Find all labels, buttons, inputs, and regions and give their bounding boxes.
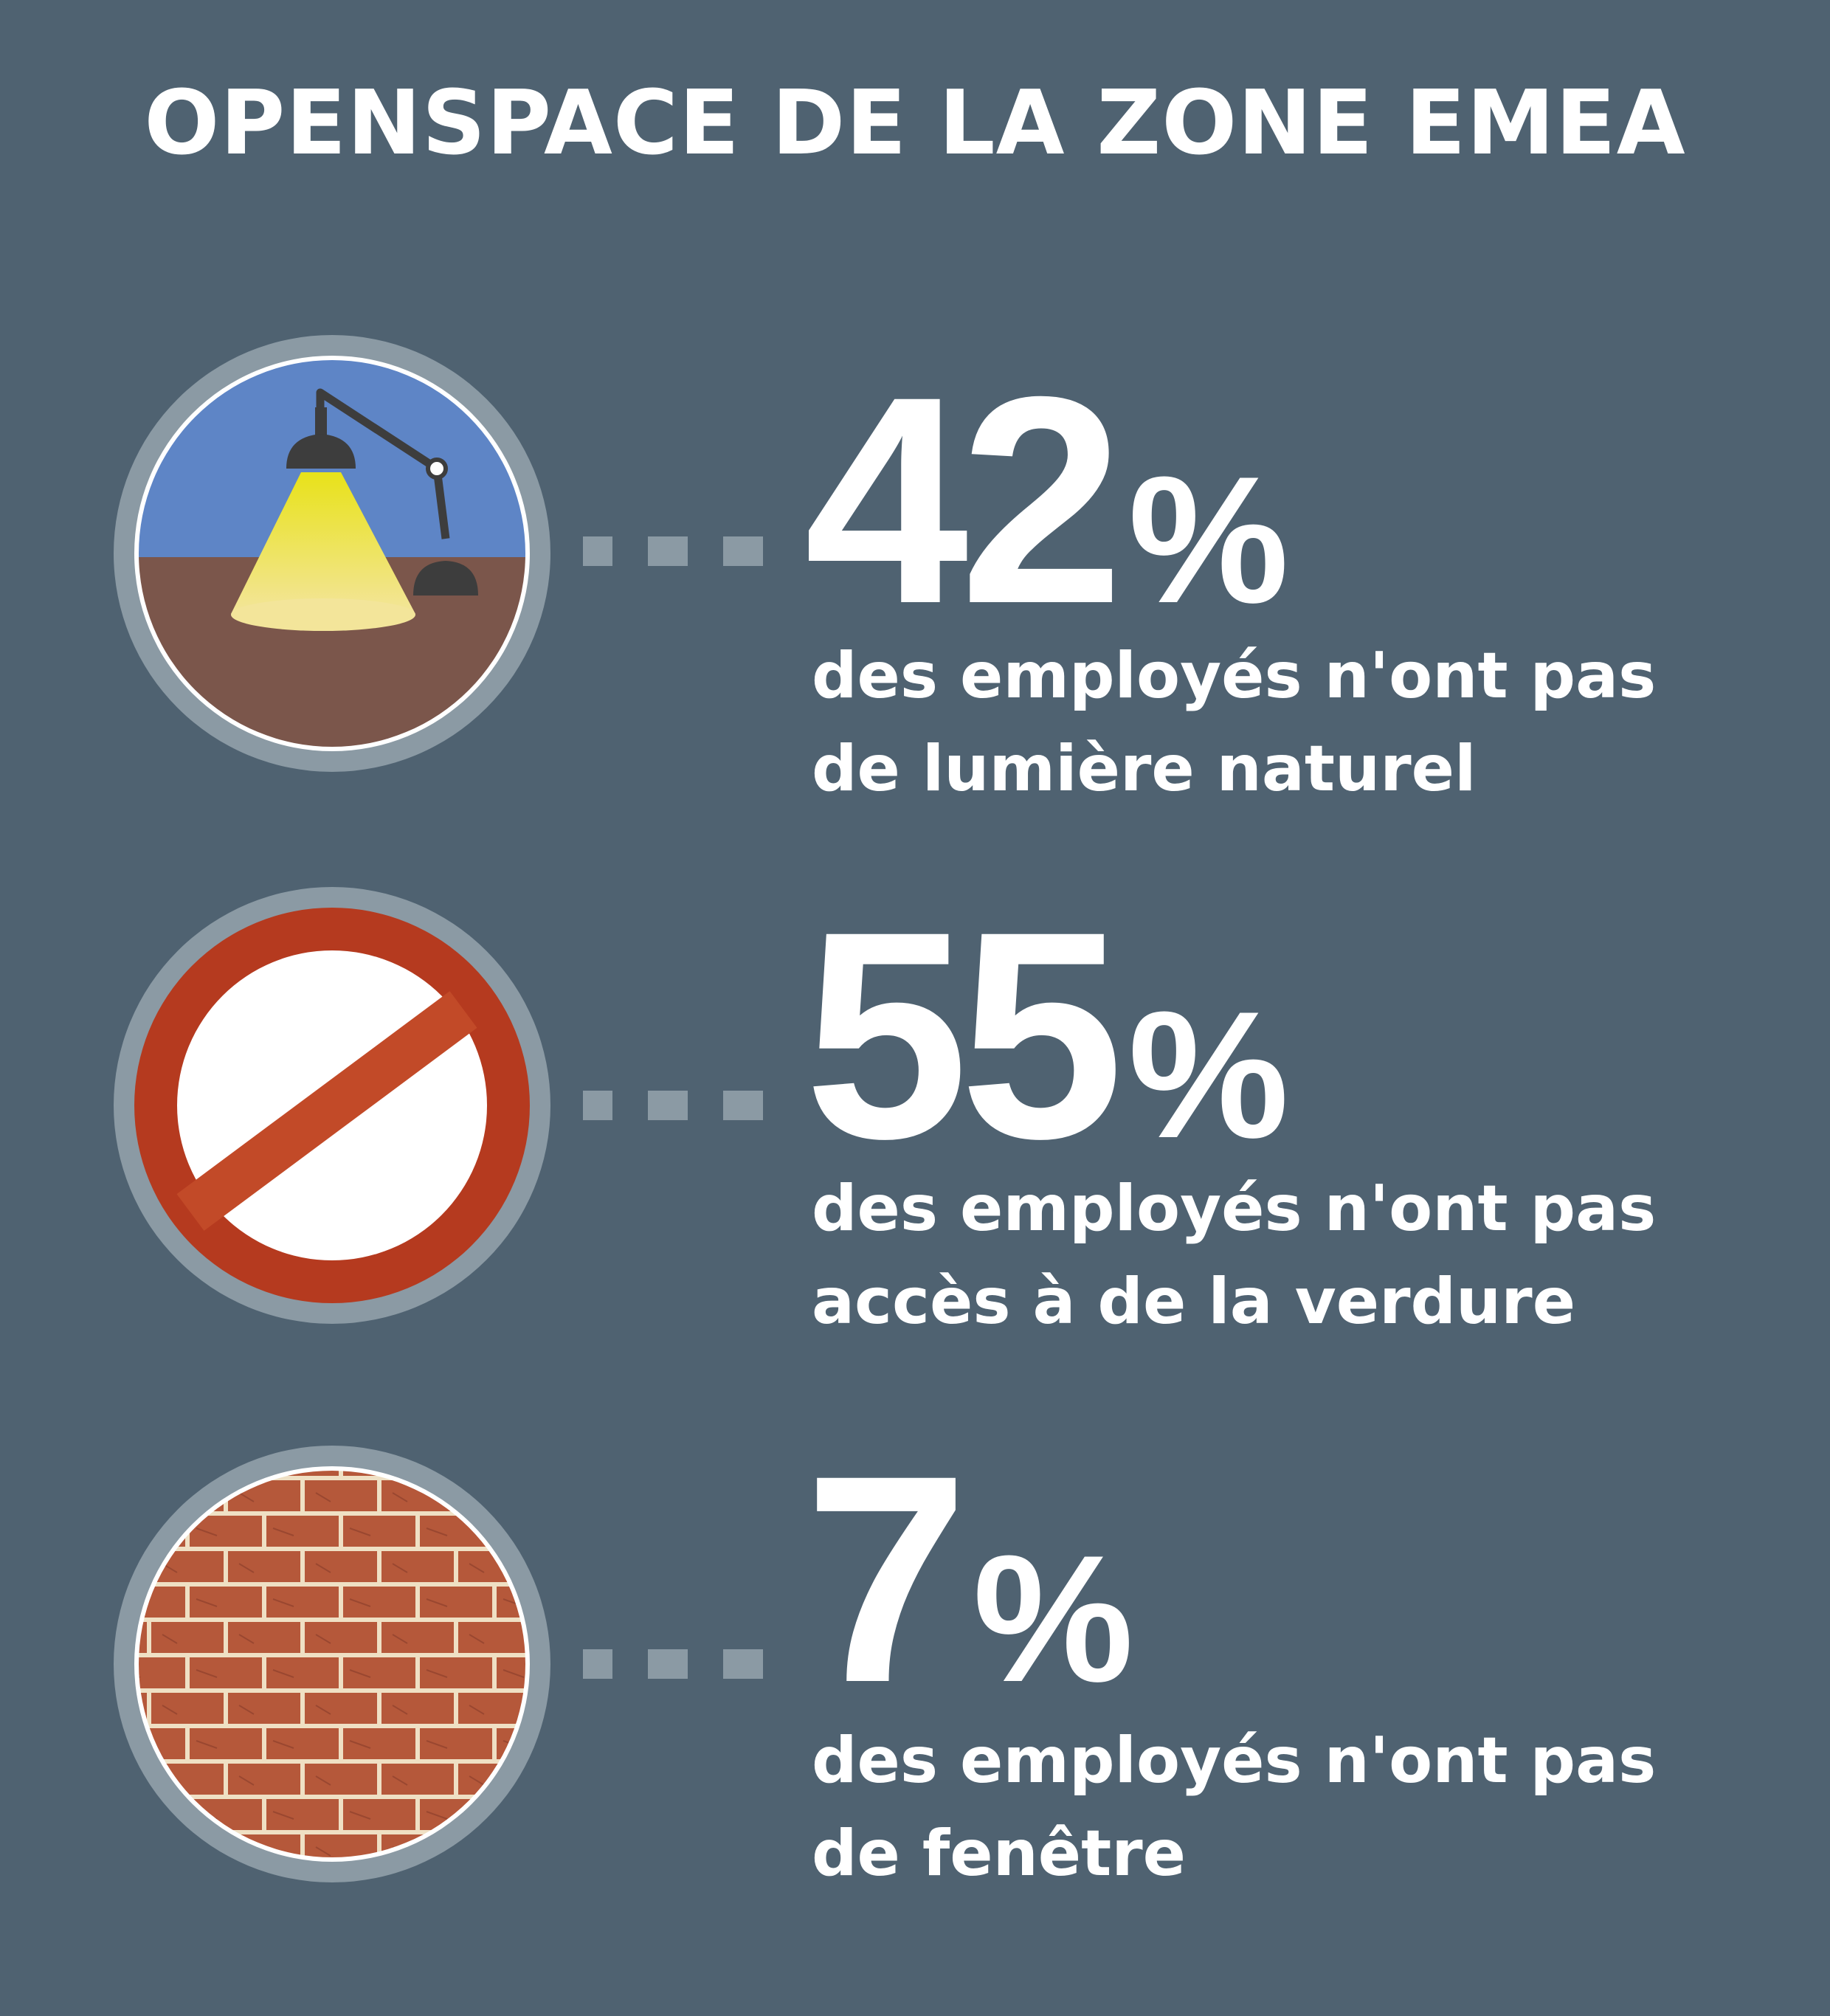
stat-number: 42 <box>804 335 1124 665</box>
stat-value: 42% <box>804 353 1289 648</box>
stat-description-line: de fenêtre <box>812 1817 1186 1891</box>
connector-dots <box>583 1091 763 1120</box>
stat-description-line: des employés n'ont pas <box>812 1724 1657 1798</box>
brick-wall-icon <box>114 1446 550 1882</box>
stat-value: 7% <box>804 1432 1133 1727</box>
stat-description: des employés n'ont pas de lumière nature… <box>812 629 1815 815</box>
stat-value: 55% <box>804 888 1289 1183</box>
stat-percent-sign: % <box>1128 438 1289 641</box>
stat-description-line: des employés n'ont pas <box>812 1172 1657 1246</box>
page-title: OPENSPACE DE LA ZONE EMEA <box>144 72 1686 175</box>
stat-description-line: accès à de la verdure <box>812 1265 1576 1339</box>
stat-description-line: des employés n'ont pas <box>812 639 1657 713</box>
stat-description: des employés n'ont pas accès à de la ver… <box>812 1162 1815 1348</box>
connector-dots <box>583 1649 763 1679</box>
prohibited-icon <box>114 887 550 1324</box>
connector-dots <box>583 536 763 566</box>
stat-number: 55 <box>804 870 1124 1200</box>
stat-percent-sign: % <box>1128 973 1289 1176</box>
stat-number: 7 <box>804 1414 968 1744</box>
stat-description-line: de lumière naturel <box>812 732 1477 806</box>
stat-description: des employés n'ont pas de fenêtre <box>812 1714 1815 1900</box>
stat-percent-sign: % <box>973 1517 1134 1719</box>
desk-lamp-icon <box>114 335 550 772</box>
